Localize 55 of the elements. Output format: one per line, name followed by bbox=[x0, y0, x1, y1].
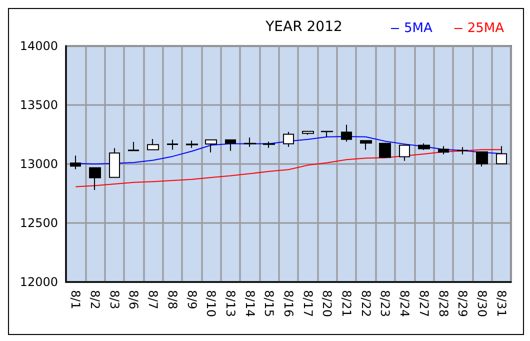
x-tick-label: 8/31 bbox=[494, 290, 508, 317]
candlestick bbox=[244, 136, 256, 148]
candlestick bbox=[225, 139, 236, 152]
x-tick-label: 8/15 bbox=[262, 290, 276, 317]
x-tick-label: 8/24 bbox=[398, 290, 412, 317]
y-tick-label: 14000 bbox=[20, 39, 58, 53]
candlestick bbox=[379, 142, 391, 158]
y-tick-label: 12000 bbox=[20, 275, 58, 289]
candlestick bbox=[283, 131, 294, 148]
x-tick-label: 8/16 bbox=[282, 290, 296, 317]
x-tick-label: 8/10 bbox=[204, 290, 218, 317]
x-tick-label: 8/17 bbox=[300, 290, 315, 317]
x-tick-label: 8/23 bbox=[378, 290, 392, 317]
candlestick bbox=[205, 139, 217, 153]
candlestick bbox=[341, 124, 352, 142]
candlestick bbox=[457, 146, 468, 155]
x-tick-label: 8/8 bbox=[165, 290, 180, 310]
x-tick-label: 8/3 bbox=[107, 290, 122, 310]
x-tick-label: 8/29 bbox=[456, 290, 470, 317]
x-tick-label: 8/14 bbox=[242, 290, 257, 317]
candlestick bbox=[263, 141, 275, 148]
x-tick-label: 8/6 bbox=[126, 290, 141, 310]
legend-label: 5MA bbox=[404, 21, 432, 36]
candlestick bbox=[438, 146, 449, 155]
candlestick bbox=[167, 139, 178, 150]
candlestick bbox=[128, 141, 139, 152]
x-tick-label: 8/20 bbox=[320, 290, 334, 317]
x-tick-label: 8/7 bbox=[146, 290, 160, 310]
y-tick-label: 13000 bbox=[20, 157, 58, 171]
candlestick bbox=[496, 146, 507, 164]
candlestick bbox=[399, 144, 410, 162]
x-tick-label: 8/28 bbox=[436, 290, 450, 317]
y-tick-label: 12500 bbox=[20, 216, 58, 230]
candlestick bbox=[109, 148, 120, 178]
candlestick bbox=[418, 142, 430, 150]
candlestick bbox=[147, 138, 159, 150]
candlestick bbox=[89, 167, 101, 190]
x-tick-label: 8/22 bbox=[358, 290, 373, 317]
x-tick-label: 8/9 bbox=[184, 290, 199, 310]
x-tick-label: 8/2 bbox=[88, 290, 102, 310]
candlestick bbox=[360, 140, 372, 150]
y-tick-label: 13500 bbox=[20, 98, 58, 112]
line-series bbox=[75, 149, 502, 188]
candlestick bbox=[70, 155, 81, 170]
x-tick-label: 8/13 bbox=[223, 290, 238, 317]
x-tick-label: 8/30 bbox=[474, 290, 489, 317]
candlestick bbox=[186, 140, 198, 148]
candlestick bbox=[321, 130, 333, 138]
x-tick-label: 8/1 bbox=[68, 290, 83, 310]
legend-label: 25MA bbox=[467, 21, 504, 36]
candlestick bbox=[302, 130, 314, 136]
candlestick bbox=[476, 151, 488, 167]
x-tick-label: 8/27 bbox=[416, 290, 431, 317]
x-tick-label: 8/21 bbox=[340, 290, 354, 317]
chart-title: YEAR 2012 bbox=[264, 19, 342, 35]
